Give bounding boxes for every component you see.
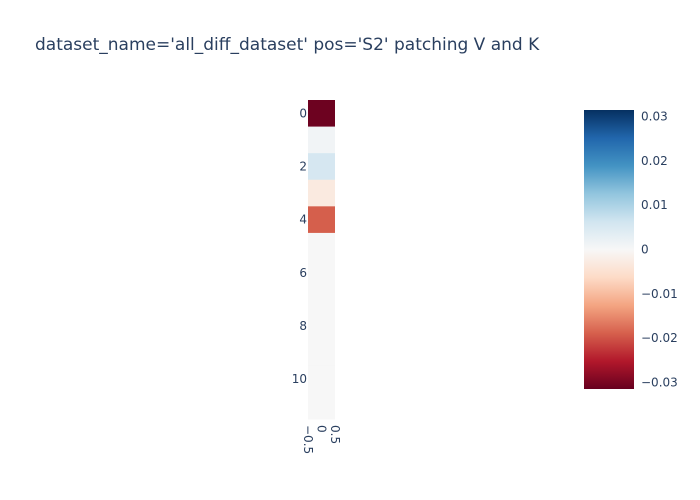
x-tick-label: 0 (315, 425, 329, 433)
y-tick-label: 2 (299, 159, 307, 173)
x-tick-label: −0.5 (301, 425, 315, 454)
heatmap-cell (308, 179, 335, 207)
colorbar-ticks: 0.03 0.02 0.01 0 −0.01 −0.02 −0.03 (641, 110, 678, 390)
colorbar-tick-label: −0.03 (641, 375, 678, 389)
colorbar-tick-label: −0.01 (641, 287, 678, 301)
heatmap-cell (308, 126, 335, 154)
colorbar-tick-label: 0.02 (641, 154, 668, 168)
heatmap-cell (308, 392, 335, 420)
y-tick-label: 4 (299, 213, 307, 227)
colorbar-tick-label: 0.03 (641, 110, 668, 124)
heatmap-cell (308, 153, 335, 181)
x-axis-ticks: −0.5 0 0.5 (301, 425, 342, 454)
heatmap-cell (308, 259, 335, 287)
heatmap-cells (308, 100, 335, 420)
colorbar (584, 110, 634, 389)
y-tick-label: 6 (299, 266, 307, 280)
y-tick-label: 0 (299, 106, 307, 120)
colorbar-tick-label: 0.01 (641, 198, 668, 212)
y-tick-label: 8 (299, 319, 307, 333)
chart-title: dataset_name='all_diff_dataset' pos='S2'… (35, 35, 540, 55)
heatmap-cell (308, 286, 335, 314)
colorbar-tick-label: −0.02 (641, 331, 678, 345)
heatmap-cell (308, 365, 335, 393)
x-tick-label: 0.5 (328, 425, 342, 444)
heatmap-cell (308, 206, 335, 234)
heatmap-cell (308, 100, 335, 128)
y-tick-label: 10 (292, 372, 307, 386)
y-axis-ticks: 0 2 4 6 8 10 (292, 106, 307, 386)
heatmap-cell (308, 232, 335, 260)
heatmap-cell (308, 312, 335, 340)
heatmap-cell (308, 339, 335, 367)
colorbar-tick-label: 0 (641, 243, 649, 257)
